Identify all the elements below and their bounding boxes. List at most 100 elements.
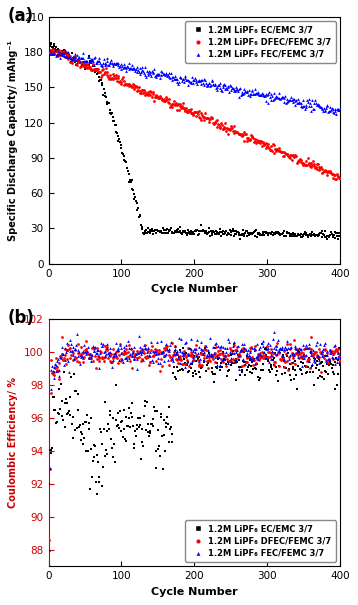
Point [170,99,176,109]
Point [151,402,157,411]
Point [77,350,83,360]
Point [320,106,326,116]
Point [253,88,259,98]
Point [245,352,251,362]
Point [187,344,193,354]
Point [287,343,293,353]
Point [150,346,156,356]
Point [127,356,133,366]
Point [114,58,120,68]
Point [58,352,64,361]
Point [108,110,114,119]
Point [197,113,202,122]
Point [319,346,325,356]
Point [263,344,269,354]
Point [140,67,146,76]
Point [226,229,232,239]
Point [202,357,207,367]
Point [320,229,326,238]
Point [113,381,119,390]
Point [47,445,53,455]
Point [251,137,257,147]
Point [220,82,226,91]
Point [291,335,297,345]
Point [273,227,279,237]
Point [251,227,257,237]
Point [109,443,115,453]
Point [61,51,67,61]
Point [86,52,91,62]
Point [57,50,62,60]
Point [313,98,319,108]
Point [331,230,337,240]
Point [321,166,327,176]
Point [64,345,69,355]
Point [300,231,306,241]
Point [192,344,198,354]
Point [305,153,311,163]
Point [248,230,254,240]
Point [133,64,139,74]
Point [317,339,323,349]
Point [314,352,319,361]
Point [214,352,219,361]
Point [106,424,112,434]
Point [64,49,70,59]
Point [169,102,174,112]
Point [53,418,59,428]
Point [233,82,239,92]
Point [254,135,260,145]
Point [188,334,194,344]
Point [268,350,274,359]
Point [126,64,132,74]
Point [175,74,180,84]
Point [331,170,337,180]
Point [281,93,287,103]
Point [313,363,319,373]
Point [212,357,218,367]
Point [77,57,83,67]
Point [227,356,233,365]
Point [171,344,177,354]
Point [248,130,254,140]
Point [134,87,140,96]
Point [142,70,148,80]
Point [80,53,86,63]
Point [256,136,262,145]
Point [166,344,172,354]
Point [92,342,98,352]
Point [98,338,104,348]
Point [309,106,314,116]
Point [268,94,274,104]
Point [197,76,203,86]
Point [250,87,255,96]
Point [164,341,170,351]
Point [253,352,259,362]
Point [228,227,233,237]
Point [240,339,245,349]
Point [155,94,161,103]
Point [142,228,148,238]
Point [132,64,137,74]
Point [317,371,323,381]
Point [283,364,289,373]
Point [54,50,60,60]
Point [287,95,292,105]
Point [129,82,134,92]
Point [95,64,101,74]
Point [179,102,185,111]
Point [210,79,216,89]
Point [219,86,225,96]
Point [330,169,336,179]
Point [130,347,136,357]
Point [47,535,52,545]
Point [67,53,72,62]
Point [173,99,179,108]
Point [233,375,238,385]
Point [203,342,209,352]
Point [315,160,321,169]
Point [212,370,218,379]
Point [292,100,297,110]
Point [320,344,326,354]
Point [145,88,150,97]
